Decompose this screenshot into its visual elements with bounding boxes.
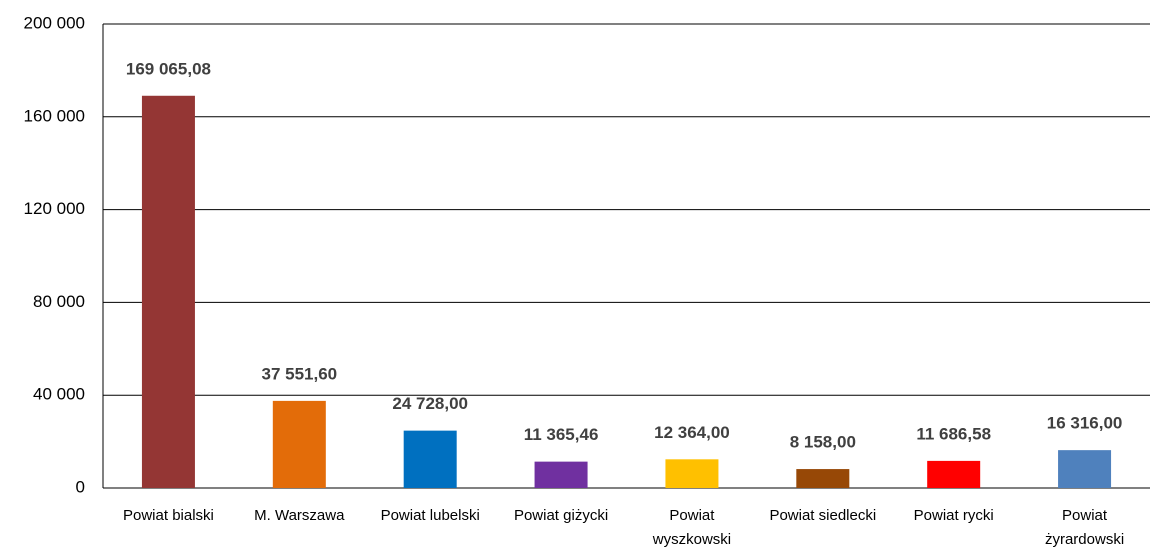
y-tick-label: 80 000 (33, 292, 85, 311)
bar (272, 400, 326, 488)
value-label: 11 365,46 (524, 425, 599, 444)
x-tick-label-line: wyszkowski (652, 531, 731, 548)
x-tick-label: Powiat żyrardowski (1045, 507, 1124, 548)
x-tick-label-line: Powiat (669, 507, 715, 524)
x-tick-label: Powiat giżycki (514, 507, 608, 524)
x-tick-label: Powiat siedlecki (769, 507, 876, 524)
x-tick-label: Powiat bialski (123, 507, 214, 524)
x-tick-label: Powiat rycki (914, 507, 994, 524)
x-tick-label: M. Warszawa (254, 507, 345, 524)
value-label: 8 158,00 (790, 433, 856, 452)
bar (534, 461, 588, 488)
y-tick-label: 40 000 (33, 385, 85, 404)
y-tick-label: 120 000 (24, 199, 85, 218)
value-label: 12 364,00 (654, 423, 730, 442)
value-label: 37 551,60 (261, 364, 337, 383)
x-tick-label-line: Powiat (1062, 507, 1108, 524)
value-label: 16 316,00 (1047, 414, 1123, 433)
bar (141, 95, 195, 488)
bar (927, 460, 981, 488)
x-tick-label: Powiat lubelski (381, 507, 480, 524)
y-tick-label: 160 000 (24, 106, 85, 125)
bar (665, 459, 719, 488)
y-tick-label: 0 (76, 477, 85, 496)
value-label: 11 686,58 (916, 424, 991, 443)
x-tick-label: Powiat wyszkowski (652, 507, 731, 548)
value-label: 24 728,00 (392, 394, 468, 413)
bar (1058, 450, 1112, 488)
bar (796, 469, 850, 488)
bar (403, 430, 457, 488)
y-tick-label: 200 000 (24, 13, 85, 32)
value-label: 169 065,08 (126, 59, 211, 78)
x-tick-label-line: żyrardowski (1045, 531, 1124, 548)
